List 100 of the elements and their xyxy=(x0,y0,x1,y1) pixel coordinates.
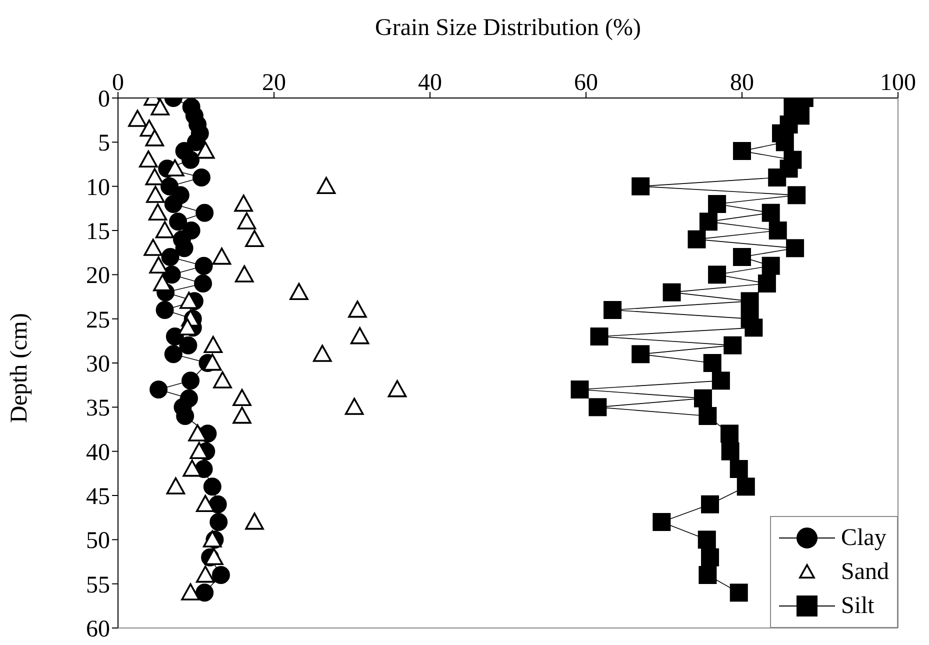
point xyxy=(703,354,722,372)
point xyxy=(149,256,168,274)
point xyxy=(145,168,164,186)
point xyxy=(234,194,253,212)
point xyxy=(290,282,308,300)
point xyxy=(768,222,787,240)
point xyxy=(733,248,751,266)
point xyxy=(632,345,650,364)
y-tick-label: 5 xyxy=(98,130,110,157)
point xyxy=(139,150,158,168)
x-tick-label: 60 xyxy=(574,70,598,96)
point xyxy=(196,142,215,159)
point xyxy=(758,274,776,292)
point xyxy=(570,380,589,398)
point xyxy=(202,530,222,548)
point xyxy=(662,283,681,302)
point xyxy=(169,212,188,231)
point xyxy=(694,389,712,408)
y-tick-label: 40 xyxy=(86,440,110,466)
point xyxy=(724,336,742,354)
y-tick-label: 15 xyxy=(86,219,110,246)
x-axis-title: Grain Size Distribution (%) xyxy=(375,15,641,42)
point xyxy=(144,238,162,256)
point xyxy=(762,256,780,275)
y-tick-label: 10 xyxy=(86,174,110,201)
legend-label: Sand xyxy=(841,558,889,586)
y-tick-label: 55 xyxy=(86,572,110,598)
point xyxy=(161,248,180,266)
point xyxy=(733,142,751,160)
y-tick-label: 25 xyxy=(86,307,110,334)
point xyxy=(312,344,332,362)
point xyxy=(203,478,222,496)
point xyxy=(196,494,215,512)
point xyxy=(708,266,726,284)
point xyxy=(128,110,147,127)
x-tick-label: 20 xyxy=(262,70,286,96)
y-tick-label: 60 xyxy=(86,616,110,643)
point xyxy=(316,176,336,194)
point xyxy=(180,292,198,309)
x-tick-label: 40 xyxy=(418,70,442,96)
point xyxy=(652,513,671,531)
point xyxy=(632,177,650,196)
point xyxy=(232,388,252,406)
point xyxy=(182,150,200,169)
y-tick-label: 20 xyxy=(86,263,110,290)
point xyxy=(196,566,215,583)
point xyxy=(164,195,182,213)
point xyxy=(156,301,174,319)
y-tick-label: 30 xyxy=(86,352,110,378)
y-tick-label: 0 xyxy=(98,86,110,113)
point xyxy=(688,230,706,248)
point xyxy=(348,300,367,318)
point xyxy=(698,407,717,425)
point xyxy=(194,256,213,275)
legend-label: Silt xyxy=(841,592,874,620)
point xyxy=(768,168,786,186)
point xyxy=(588,398,607,416)
point xyxy=(145,129,164,146)
point xyxy=(740,292,759,310)
point xyxy=(698,566,717,584)
point xyxy=(604,301,622,319)
point xyxy=(194,274,212,292)
point xyxy=(178,318,197,336)
legend-label: Clay xyxy=(841,524,886,552)
point xyxy=(720,424,739,443)
y-tick-label: 35 xyxy=(86,396,110,422)
point xyxy=(181,583,200,600)
point xyxy=(708,195,726,213)
point xyxy=(788,186,806,204)
point xyxy=(210,513,228,531)
point xyxy=(196,204,214,222)
point xyxy=(762,204,780,222)
y-tick-label: 50 xyxy=(86,528,110,554)
point xyxy=(245,230,264,248)
point xyxy=(245,512,264,530)
y-axis-title: Depth (cm) xyxy=(6,313,33,423)
point xyxy=(344,398,364,415)
point xyxy=(699,212,718,231)
point xyxy=(350,327,370,344)
point xyxy=(212,248,232,265)
point xyxy=(150,380,168,398)
point xyxy=(730,460,748,478)
point xyxy=(148,203,168,221)
point xyxy=(213,371,232,388)
point xyxy=(182,372,200,390)
point xyxy=(164,345,182,364)
y-tick-label: 45 xyxy=(86,484,110,510)
point xyxy=(182,460,202,477)
point xyxy=(155,221,174,238)
point xyxy=(166,477,186,494)
point xyxy=(146,186,165,203)
point xyxy=(730,584,748,602)
point xyxy=(786,239,804,258)
x-tick-label: 100 xyxy=(880,70,916,96)
point xyxy=(721,442,740,460)
point xyxy=(701,495,720,514)
point xyxy=(202,354,222,371)
point xyxy=(204,336,223,354)
x-tick-label: 80 xyxy=(730,70,754,96)
point xyxy=(212,566,230,584)
